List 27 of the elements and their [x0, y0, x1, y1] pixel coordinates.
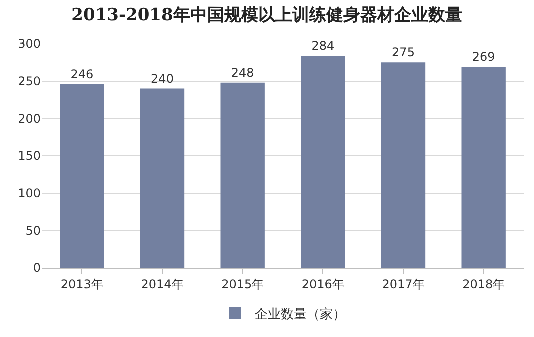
y-tick-label: 0 [33, 261, 41, 276]
y-tick-label: 150 [18, 149, 41, 164]
y-tick-label: 50 [26, 224, 41, 238]
y-tick-label: 100 [18, 186, 41, 201]
bar [140, 88, 185, 268]
y-tick-label: 250 [18, 74, 41, 89]
x-tick-label: 2015年 [222, 277, 264, 292]
data-label: 284 [312, 38, 335, 53]
bar [60, 84, 104, 268]
data-label: 240 [151, 72, 174, 86]
data-label: 269 [472, 50, 496, 64]
bar [301, 56, 346, 268]
x-tick-label: 2014年 [141, 277, 184, 292]
y-tick-label: 200 [18, 112, 41, 126]
x-tick-label: 2018年 [462, 277, 506, 292]
x-tick-label: 2017年 [382, 277, 425, 292]
chart-title: 2013-2018年中国规模以上训练健身器材企业数量 [72, 5, 462, 26]
bar [220, 82, 265, 268]
legend-label: 企业数量（家） [255, 306, 346, 322]
data-label: 248 [231, 66, 254, 80]
bar [381, 62, 426, 268]
x-tick-label: 2013年 [60, 277, 104, 292]
data-label: 246 [70, 67, 94, 82]
bar [462, 67, 506, 268]
x-tick-label: 2016年 [302, 277, 344, 292]
data-label: 275 [392, 46, 415, 60]
y-tick-label: 300 [18, 37, 41, 52]
